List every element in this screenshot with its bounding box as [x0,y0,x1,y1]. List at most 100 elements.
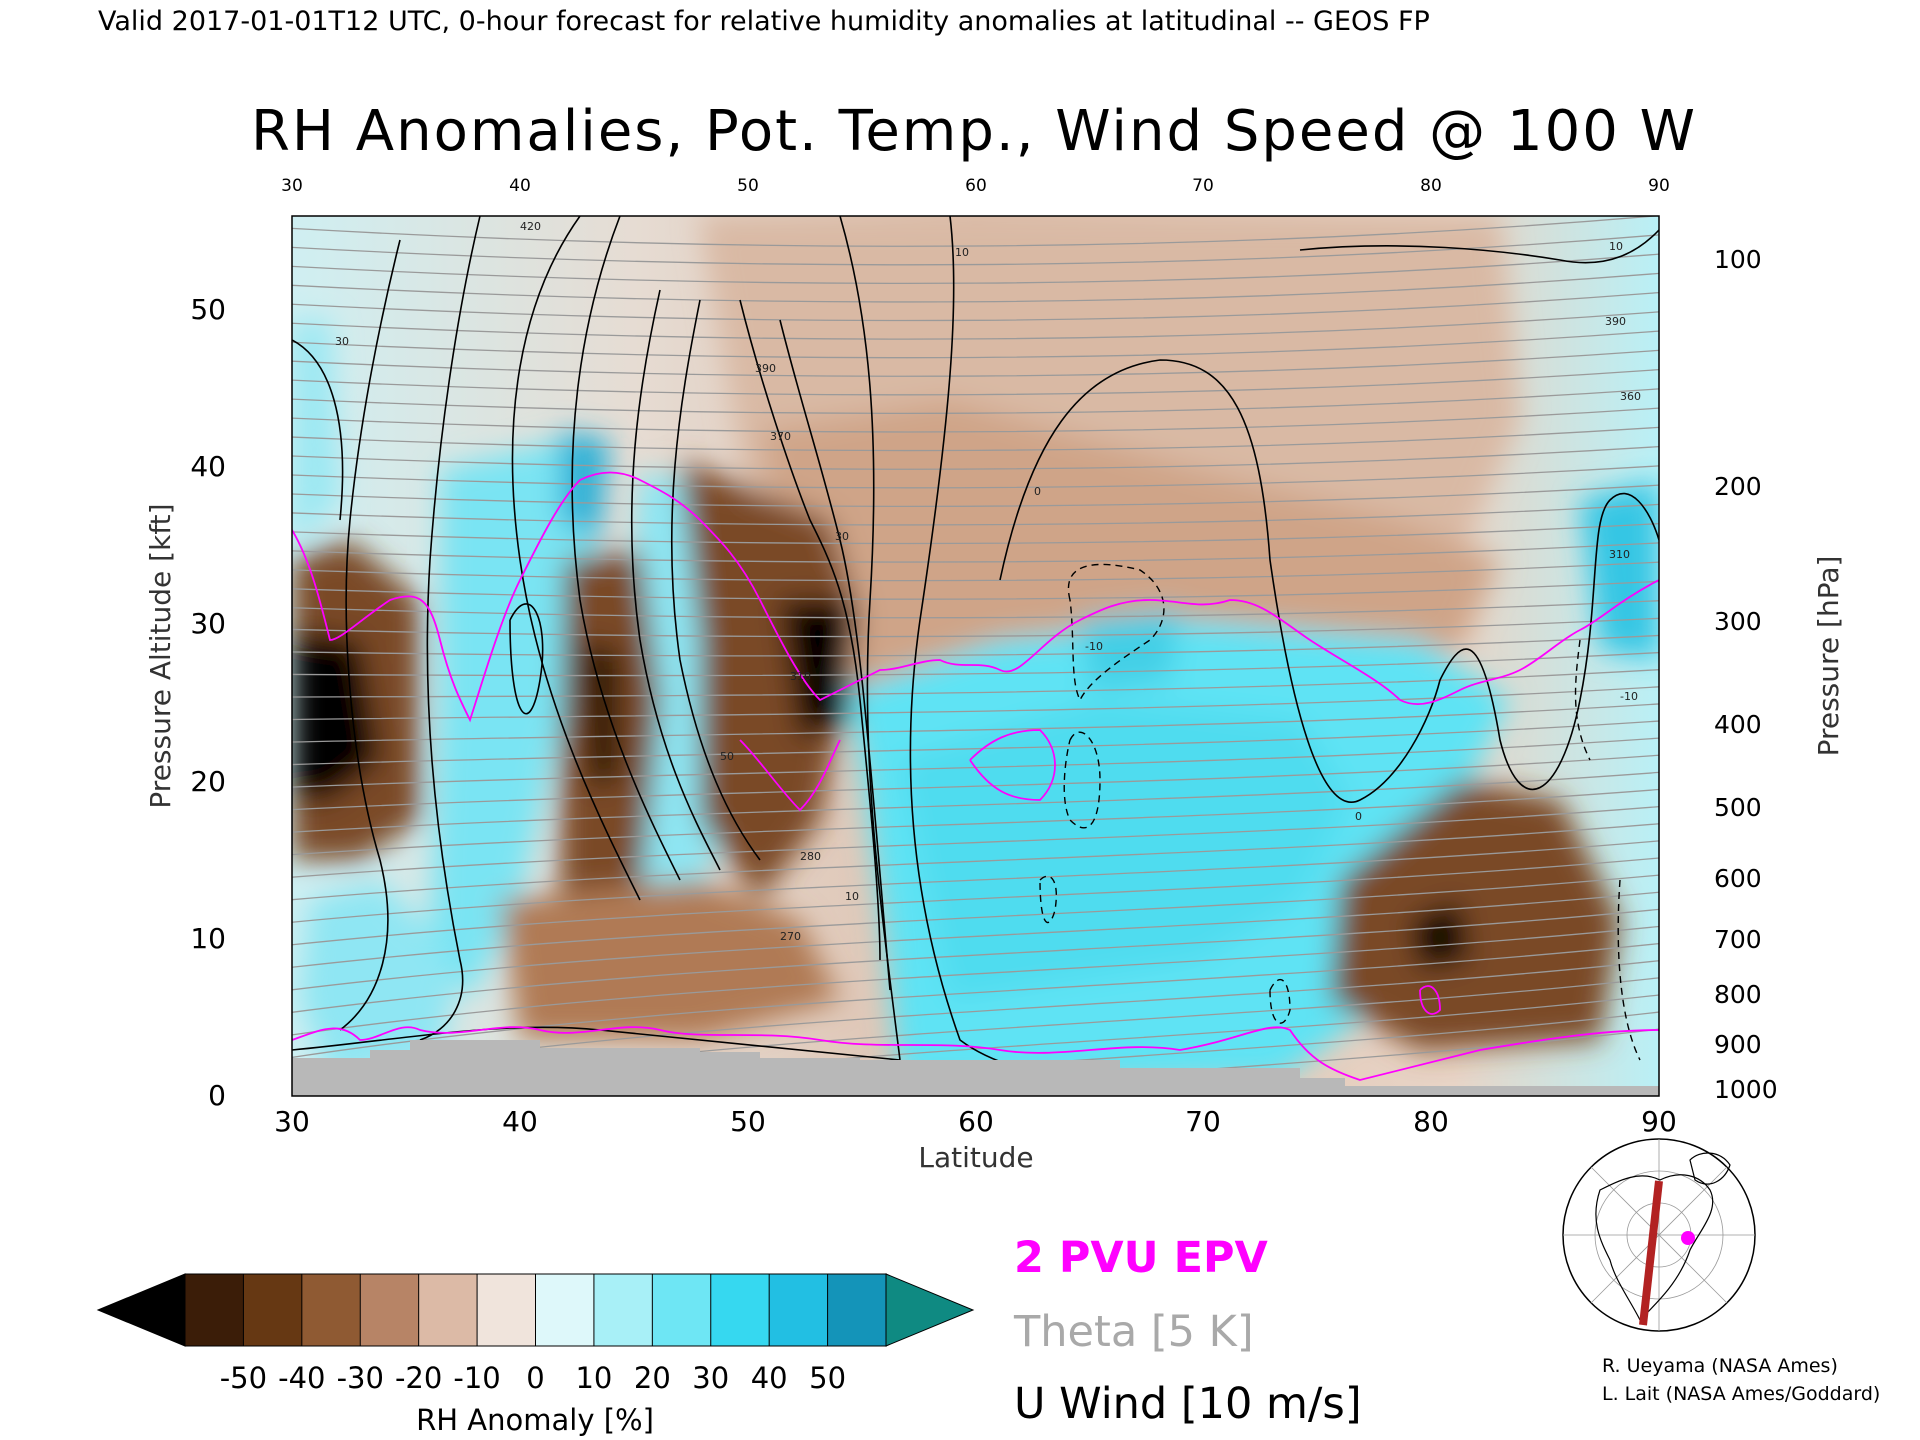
wind-contour-label: 360 [1620,390,1641,403]
colorbar-swatch [184,1273,245,1347]
colorbar-tick-label: 50 [809,1361,846,1395]
colorbar-tick-label: 30 [692,1361,729,1395]
theta-contour-line [292,523,1659,545]
theta-contour-label: 280 [800,850,821,863]
wind-contour-line [339,239,401,1031]
epv-line [969,729,1056,801]
x-top-tick-label: 70 [1192,176,1214,196]
colorbar-swatch [476,1273,537,1347]
theta-contour-label: 420 [520,220,541,233]
theta-contour-line [292,580,1659,600]
wind-contour-line [571,216,681,881]
wind-contour-line [839,216,901,1061]
colorbar-swatch [301,1273,362,1347]
wind-contour-line [509,603,544,715]
theta-contour-line [292,216,1659,247]
theta-contour-line [292,465,1659,489]
colorbar-swatch [593,1273,654,1347]
pressure-tick-label: 500 [1714,793,1762,822]
wind-negative-contour [1269,978,1291,1024]
colorbar-tick-label: -40 [278,1361,325,1395]
x-top-tick-label: 50 [737,176,759,196]
x-tick-label: 30 [274,1105,310,1138]
colorbar-high-arrow [885,1273,975,1347]
field-dry-arctic [1330,780,1620,1050]
map-graticule [1563,1139,1755,1331]
wind-contour-label: 50 [720,750,734,763]
colorbar-swatch [710,1273,771,1347]
valid-time-text: Valid 2017-01-01T12 UTC, 0-hour forecast… [98,6,1430,37]
y-axis-left: 0 10 20 30 40 50 Pressure Altitude [kft] [144,293,226,1112]
pressure-tick-label: 300 [1714,607,1762,636]
credit-line: R. Ueyama (NASA Ames) [1602,1355,1838,1377]
y-tick-label: 50 [190,293,226,326]
y-tick-label: 20 [190,765,226,798]
wind-negative-contour [1039,875,1057,923]
map-coastline [1595,1174,1714,1322]
epv-line [292,1026,1659,1081]
wind-contour-label: 10 [955,246,969,259]
colorbar-label: RH Anomaly [%] [416,1403,654,1437]
colorbar-tick-label: 0 [526,1361,544,1395]
colorbar: -50 -40 -30 -20 -10 0 10 20 30 40 50 RH Anomaly [%… [96,1273,975,1437]
map-greenland [1689,1152,1731,1185]
wind-contour-line [1299,229,1659,264]
pressure-tick-label: 400 [1714,710,1762,739]
pressure-tick-label: 900 [1714,1030,1762,1059]
y-tick-label: 10 [190,922,226,955]
colorbar-swatch [418,1273,479,1347]
wind-contour-line [511,216,641,901]
wind-contours [292,216,1659,1081]
wind-contour-label: 30 [835,530,849,543]
wind-contour-label: 0 [1034,485,1041,498]
legend-wind: U Wind [10 m/s] [1014,1379,1362,1429]
x-top-tick-label: 60 [965,176,987,196]
pressure-tick-label: 700 [1714,925,1762,954]
y-tick-label: 30 [190,607,226,640]
colorbar-tick-label: 10 [575,1361,612,1395]
theta-contour-line [292,388,1659,415]
wind-contour-label: 30 [335,335,349,348]
wind-contour-label: 310 [1609,548,1630,561]
wind-contour-line [630,289,721,871]
theta-contour-line [292,542,1659,563]
theta-contour-line [292,720,1659,766]
theta-contour-line [292,272,1659,303]
colorbar-ticks: -50 -40 -30 -20 -10 0 10 20 30 40 50 [220,1361,846,1395]
wind-contour-label: -10 [1620,690,1638,703]
y-tick-label: 40 [190,450,226,483]
x-axis-label: Latitude [918,1141,1033,1174]
contour-labels: 30 50 10 0 0 -10 -10 30 10 10 310 360 39… [335,220,1641,943]
colorbar-low-arrow [96,1273,186,1347]
theta-contour-line [292,823,1659,901]
x-top-tick-label: 30 [281,176,303,196]
theta-contour-label: 270 [780,930,801,943]
theta-contour-line [292,857,1659,946]
wind-negative-contour [1063,731,1101,829]
x-top-tick-label: 90 [1648,176,1670,196]
colorbar-tick-label: 20 [634,1361,671,1395]
colorbar-swatch [535,1273,595,1347]
theta-contour-line [292,291,1659,322]
plot-frame [291,215,1660,1097]
theta-contour-line [292,253,1659,285]
wind-negative-contours [1039,563,1641,1061]
wind-contour-line [779,319,891,991]
theta-contour-line [292,805,1659,878]
legend: 2 PVU EPV Theta [5 K] U Wind [10 m/s] [1013,1233,1362,1429]
field-dry-arctic-core [1410,900,1470,970]
theta-contour-label: 310 [790,670,811,683]
theta-contour-line [292,445,1659,470]
theta-contour-line [292,942,1659,1059]
theta-contour-line [292,788,1659,856]
wind-contour-line [292,339,344,521]
wind-contour-label: 10 [1609,240,1623,253]
colorbar-swatch [827,1273,887,1347]
theta-contour-line [292,600,1659,619]
x-tick-label: 90 [1641,1105,1677,1138]
x-tick-label: 40 [502,1105,538,1138]
x-tick-label: 80 [1413,1105,1449,1138]
y-tick-label: 0 [208,1079,226,1112]
theta-contour-label: 370 [770,430,791,443]
